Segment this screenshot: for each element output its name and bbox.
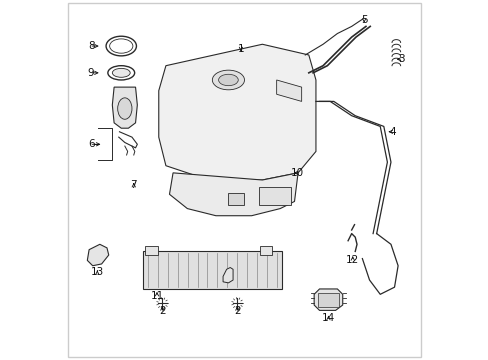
Ellipse shape [118, 98, 132, 119]
Text: 11: 11 [150, 291, 163, 301]
Bar [259, 246, 272, 255]
Polygon shape [276, 80, 301, 102]
Ellipse shape [212, 70, 244, 90]
Text: 13: 13 [90, 267, 104, 277]
Text: 10: 10 [290, 168, 303, 178]
Text: 5: 5 [360, 15, 366, 25]
Bar [317, 293, 339, 307]
Bar [145, 246, 158, 255]
Text: 14: 14 [321, 313, 334, 323]
Text: 1: 1 [237, 44, 244, 54]
Bar [228, 193, 244, 205]
Polygon shape [313, 289, 342, 310]
Bar [142, 251, 282, 289]
Polygon shape [87, 244, 108, 266]
Text: 2: 2 [159, 306, 165, 316]
Polygon shape [159, 44, 315, 180]
Text: 4: 4 [388, 127, 395, 137]
Text: 6: 6 [87, 139, 94, 149]
Ellipse shape [112, 68, 130, 77]
Text: 3: 3 [398, 54, 404, 64]
Text: 9: 9 [87, 68, 94, 78]
Polygon shape [223, 267, 233, 283]
Text: 12: 12 [346, 255, 359, 265]
Polygon shape [258, 187, 290, 205]
Text: 2: 2 [234, 306, 240, 316]
Text: 7: 7 [130, 180, 137, 190]
Text: 8: 8 [87, 41, 94, 51]
Ellipse shape [218, 74, 238, 86]
Polygon shape [112, 87, 137, 128]
Polygon shape [169, 173, 298, 216]
